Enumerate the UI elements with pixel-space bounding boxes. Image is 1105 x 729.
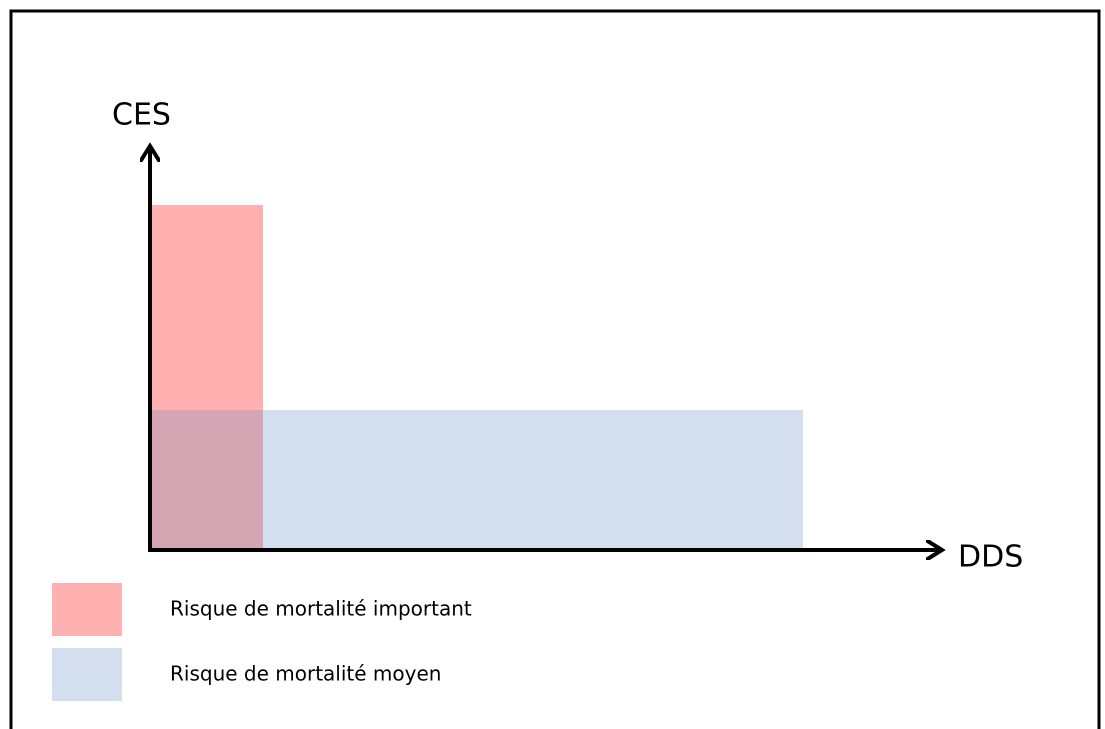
legend-swatch: [52, 583, 122, 636]
legend-label: Risque de mortalité important: [170, 597, 472, 621]
high-risk-zone: [150, 205, 263, 410]
legend-swatch: [52, 648, 122, 701]
frame: [9, 9, 1101, 729]
legend-label: Risque de mortalité moyen: [170, 662, 441, 686]
overlap-zone: [150, 410, 263, 550]
x-axis-label: DDS: [958, 540, 1023, 575]
y-axis-label: CES: [112, 98, 171, 133]
